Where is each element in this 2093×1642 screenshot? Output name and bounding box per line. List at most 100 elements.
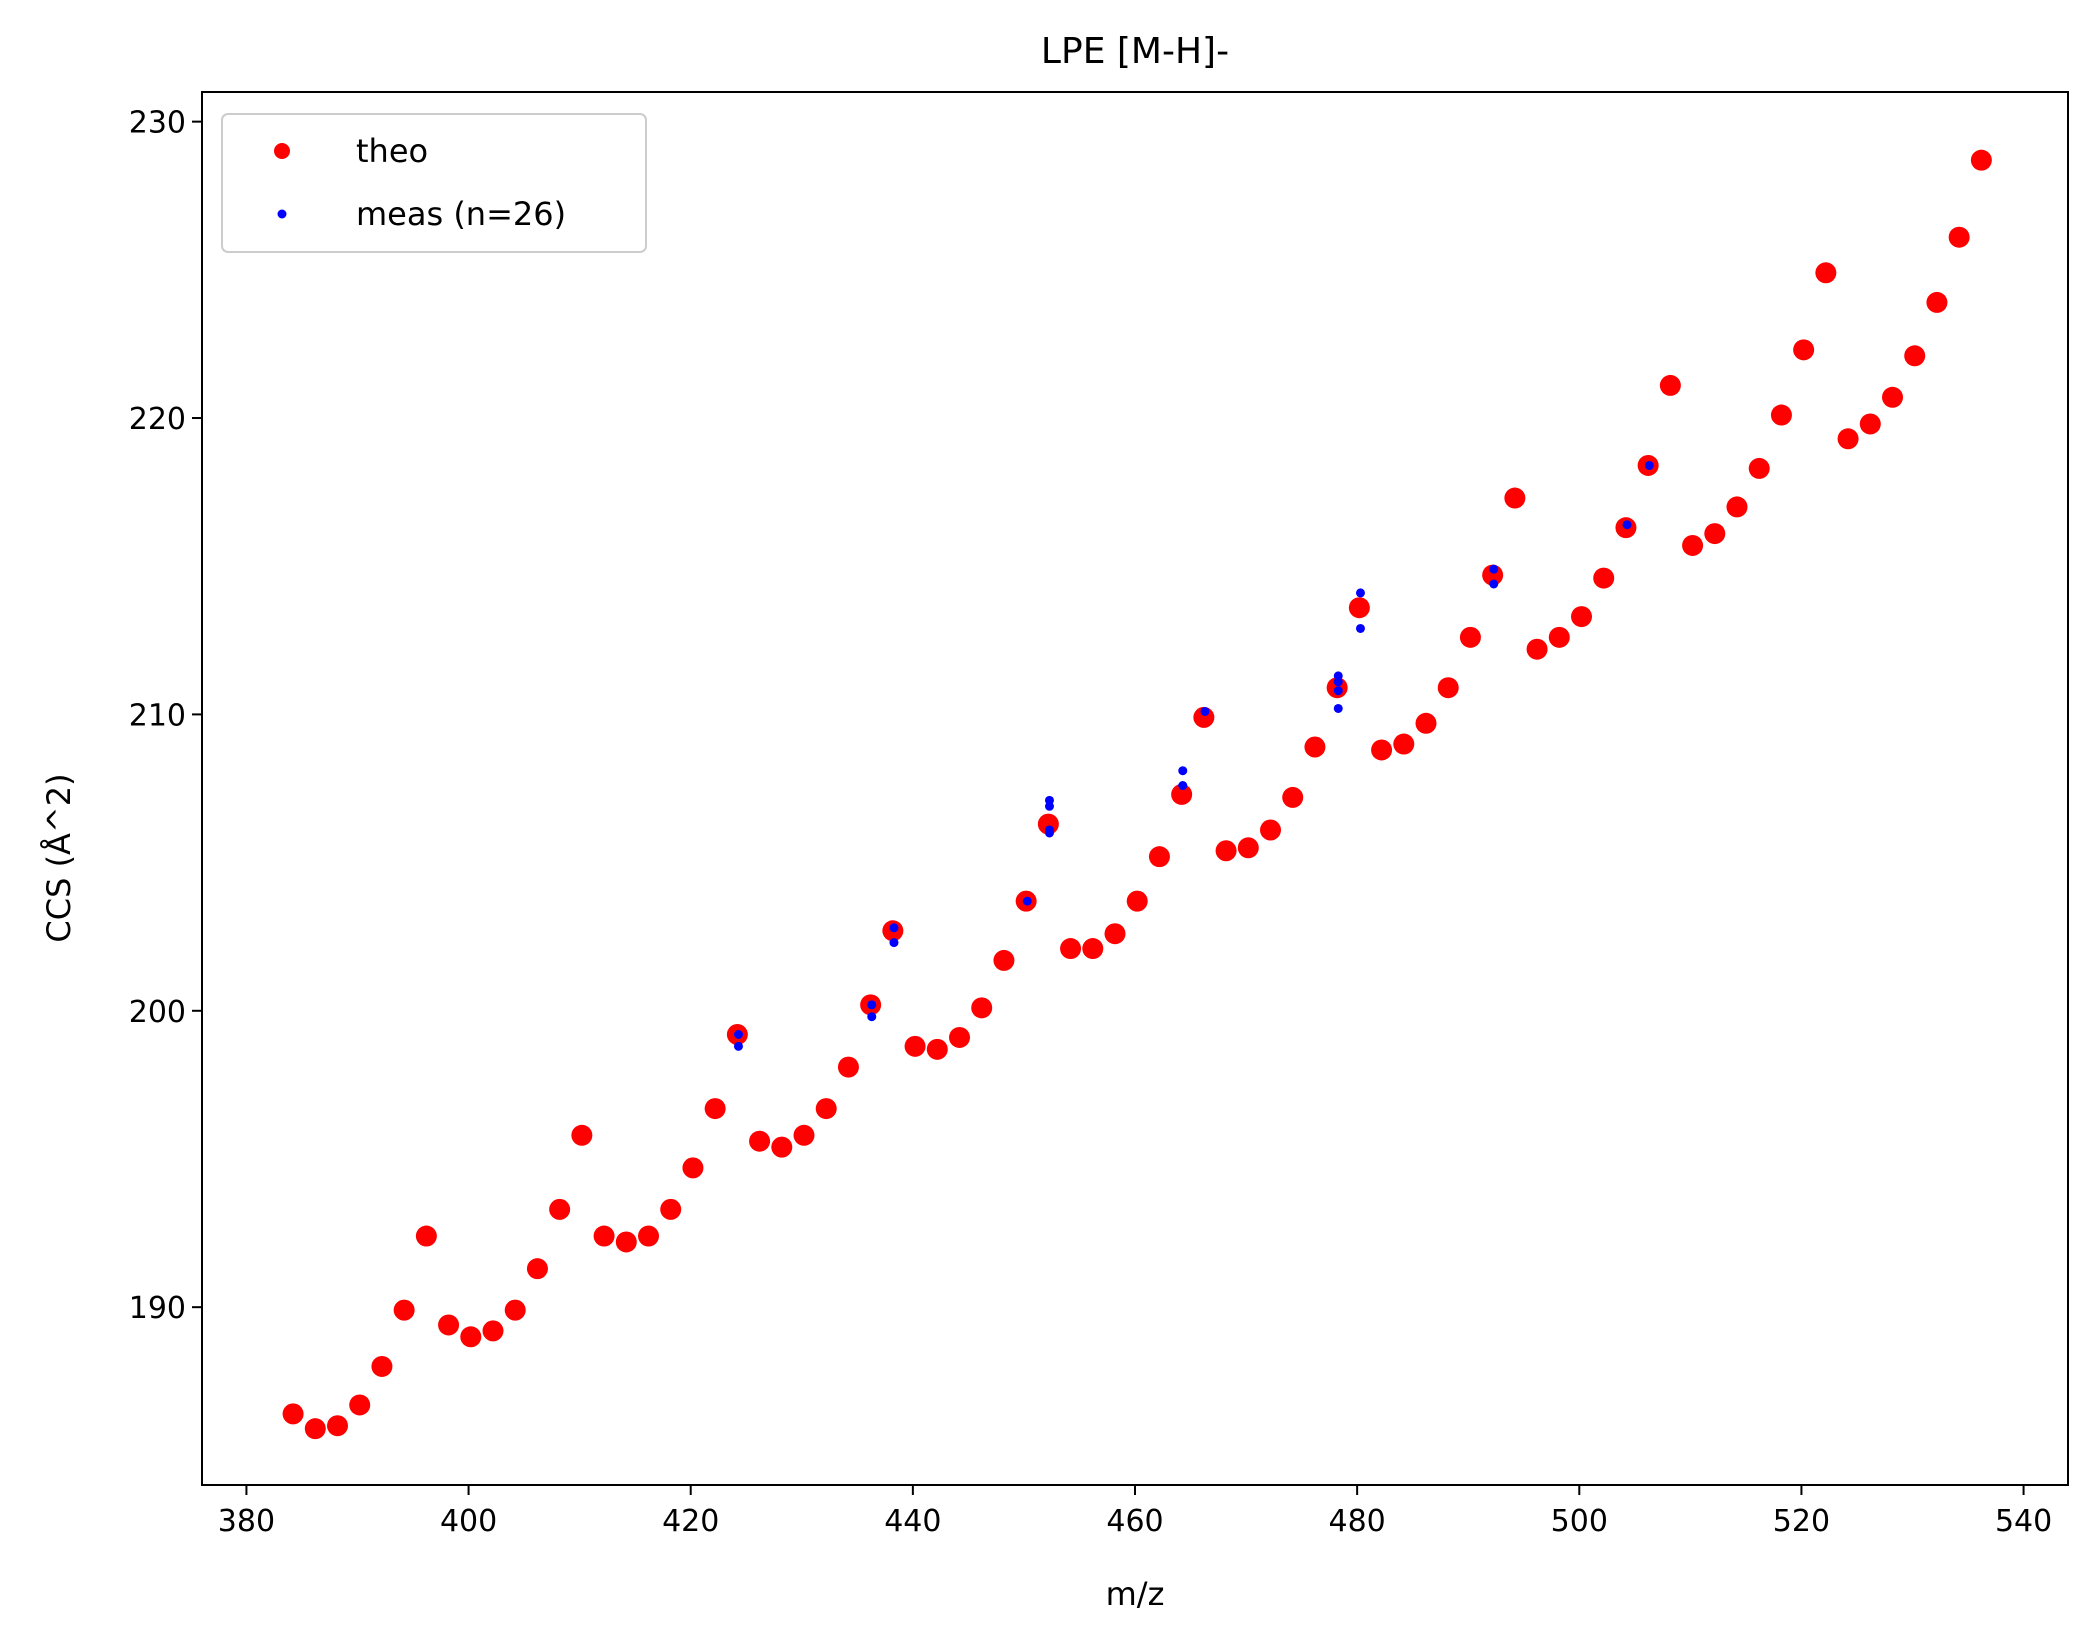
theo-point	[1415, 712, 1437, 734]
theo-point	[1882, 386, 1904, 408]
theo-point	[1171, 783, 1193, 805]
meas-point	[1044, 801, 1054, 811]
theo-point	[282, 1403, 304, 1425]
meas-point	[1200, 706, 1210, 716]
theo-point	[682, 1157, 704, 1179]
theo-point	[1126, 890, 1148, 912]
theo-point	[1970, 149, 1992, 171]
theo-point	[1571, 606, 1593, 628]
theo-point	[904, 1035, 926, 1057]
theo-point	[1904, 345, 1926, 367]
legend-meas-marker	[277, 209, 287, 219]
theo-point	[1282, 786, 1304, 808]
theo-point	[1704, 523, 1726, 545]
meas-point	[1178, 766, 1188, 776]
meas-point	[1355, 623, 1365, 633]
meas-point	[1178, 781, 1188, 791]
theo-point	[327, 1415, 349, 1437]
meas-point	[889, 923, 899, 933]
meas-point	[1333, 686, 1343, 696]
theo-point	[393, 1299, 415, 1321]
x-tick-label: 480	[1329, 1504, 1386, 1539]
legend: theo meas (n=26)	[221, 113, 647, 253]
theo-point	[593, 1225, 615, 1247]
y-axis-label: CCS (Å^2)	[40, 773, 78, 942]
meas-point	[867, 1012, 877, 1022]
chart-title: LPE [M-H]-	[1041, 31, 1229, 72]
y-tick-label: 230	[129, 106, 186, 141]
theo-point	[1304, 736, 1326, 758]
meas-point	[1044, 828, 1054, 838]
theo-point	[1437, 677, 1459, 699]
theo-point	[1104, 923, 1126, 945]
theo-point	[704, 1098, 726, 1120]
theo-point	[815, 1098, 837, 1120]
meas-point	[1489, 564, 1499, 574]
legend-meas-label: meas (n=26)	[356, 195, 566, 233]
theo-point	[1459, 626, 1481, 648]
theo-point	[1837, 428, 1859, 450]
theo-point	[1260, 819, 1282, 841]
theo-point	[615, 1231, 637, 1253]
theo-point	[793, 1124, 815, 1146]
theo-point	[949, 1026, 971, 1048]
y-tick-label: 200	[129, 995, 186, 1030]
meas-point	[889, 938, 899, 948]
theo-point	[1682, 534, 1704, 556]
x-tick-label: 520	[1773, 1504, 1830, 1539]
meas-point	[1022, 896, 1032, 906]
theo-point	[1148, 846, 1170, 868]
meas-point	[867, 1000, 877, 1010]
legend-theo-label: theo	[356, 132, 428, 170]
x-tick-label: 440	[884, 1504, 941, 1539]
theo-point	[482, 1320, 504, 1342]
theo-point	[1726, 496, 1748, 518]
meas-point	[1622, 520, 1632, 530]
meas-point	[1355, 588, 1365, 598]
theo-point	[1770, 404, 1792, 426]
y-tick-label: 220	[129, 402, 186, 437]
theo-point	[638, 1225, 660, 1247]
theo-point	[1859, 413, 1881, 435]
theo-point	[1659, 374, 1681, 396]
theo-point	[1060, 938, 1082, 960]
theo-point	[1748, 457, 1770, 479]
theo-point	[771, 1136, 793, 1158]
theo-point	[438, 1314, 460, 1336]
theo-point	[1948, 226, 1970, 248]
theo-point	[1348, 597, 1370, 619]
theo-point	[993, 949, 1015, 971]
x-tick-label: 460	[1106, 1504, 1163, 1539]
x-tick-label: 380	[218, 1504, 275, 1539]
theo-point	[837, 1056, 859, 1078]
meas-point	[1333, 703, 1343, 713]
meas-point	[1333, 677, 1343, 687]
plot-points	[282, 149, 1992, 1440]
theo-point	[1926, 291, 1948, 313]
theo-point	[349, 1394, 371, 1416]
meas-point	[1644, 460, 1654, 470]
meas-point	[733, 1041, 743, 1051]
y-axis-ticks: 190 200 210 220 230	[129, 106, 202, 1326]
theo-point	[415, 1225, 437, 1247]
theo-point	[1504, 487, 1526, 509]
legend-box	[221, 113, 647, 253]
theo-point	[1215, 840, 1237, 862]
theo-point	[1237, 837, 1259, 859]
legend-theo-marker	[274, 143, 290, 159]
theo-point	[1548, 626, 1570, 648]
theo-point	[1815, 262, 1837, 284]
x-tick-label: 540	[1995, 1504, 2052, 1539]
x-axis-ticks: 380 400 420 440 460 480 500 520 540	[218, 1485, 2052, 1539]
theo-point	[304, 1418, 326, 1440]
theo-point	[571, 1124, 593, 1146]
theo-point	[1082, 938, 1104, 960]
theo-point	[1371, 739, 1393, 761]
theo-point	[504, 1299, 526, 1321]
theo-point	[660, 1198, 682, 1220]
theo-point	[371, 1355, 393, 1377]
theo-point	[926, 1038, 948, 1060]
theo-point	[1593, 567, 1615, 589]
meas-point	[1489, 579, 1499, 589]
